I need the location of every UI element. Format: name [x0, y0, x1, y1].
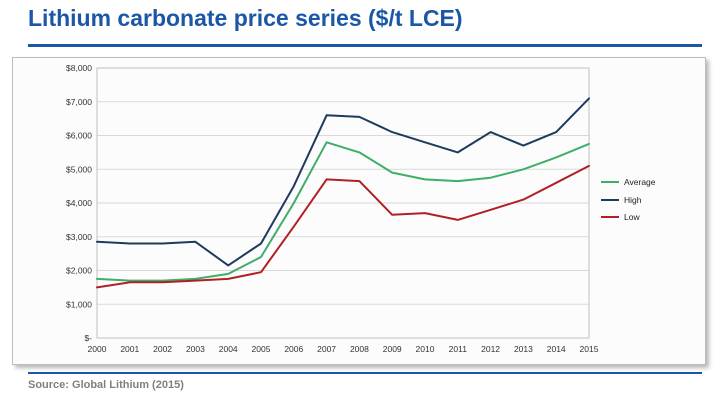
legend-label-low: Low — [624, 212, 640, 222]
y-tick-label: $7,000 — [66, 97, 92, 107]
x-tick-label: 2007 — [317, 344, 336, 354]
footer-rule — [28, 372, 702, 374]
chart-container: $- $1,000 $2,000 $3,000 $4,000 $5,000 $6,000 $7… — [12, 57, 706, 365]
y-tick-label: $2,000 — [66, 266, 92, 276]
x-tick-label: 2010 — [416, 344, 435, 354]
legend-item-high: High — [601, 194, 656, 205]
chart-legend: Average High Low — [601, 178, 656, 222]
y-tick-label: $8,000 — [66, 63, 92, 73]
legend-label-average: Average — [624, 177, 656, 187]
legend-swatch-high — [601, 198, 619, 201]
series-line-high — [96, 97, 590, 267]
series-line-average — [96, 141, 590, 282]
plot-border — [96, 67, 590, 339]
source-note: Source: Global Lithium (2015) — [28, 379, 184, 391]
x-tick-label: 2015 — [580, 344, 599, 354]
x-tick-label: 2013 — [514, 344, 533, 354]
x-axis-labels: 2000 2001 2002 2003 2004 2005 2006 2007 2008 2009… — [88, 344, 599, 354]
x-tick-label: 2006 — [284, 344, 303, 354]
legend-swatch-average — [601, 181, 619, 184]
x-tick-label: 2000 — [88, 344, 107, 354]
y-axis-labels: $- $1,000 $2,000 $3,000 $4,000 $5,000 $6,000 $7… — [66, 63, 92, 343]
x-tick-label: 2009 — [383, 344, 402, 354]
x-tick-label: 2012 — [481, 344, 500, 354]
y-tick-label: $6,000 — [66, 131, 92, 141]
page-title: Lithium carbonate price series ($/t LCE) — [28, 5, 463, 31]
x-tick-label: 2011 — [449, 344, 468, 354]
y-tick-label: $- — [84, 333, 92, 343]
legend-swatch-low — [601, 216, 619, 219]
title-rule — [28, 44, 702, 47]
y-tick-label: $3,000 — [66, 232, 92, 242]
x-tick-label: 2004 — [219, 344, 238, 354]
series-lines — [96, 97, 590, 289]
x-tick-label: 2005 — [252, 344, 271, 354]
x-tick-label: 2002 — [153, 344, 172, 354]
legend-label-high: High — [624, 194, 642, 205]
x-tick-label: 2008 — [350, 344, 369, 354]
y-tick-label: $4,000 — [66, 198, 92, 208]
legend-item-low: Low — [601, 213, 656, 222]
x-tick-label: 2001 — [120, 344, 139, 354]
x-tick-label: 2014 — [547, 344, 566, 354]
legend-item-average: Average — [601, 178, 656, 187]
x-tick-label: 2003 — [186, 344, 205, 354]
price-chart: $- $1,000 $2,000 $3,000 $4,000 $5,000 $6,000 $7… — [66, 63, 599, 354]
y-tick-label: $5,000 — [66, 164, 92, 174]
series-line-low — [96, 164, 590, 289]
y-tick-label: $1,000 — [66, 299, 92, 309]
